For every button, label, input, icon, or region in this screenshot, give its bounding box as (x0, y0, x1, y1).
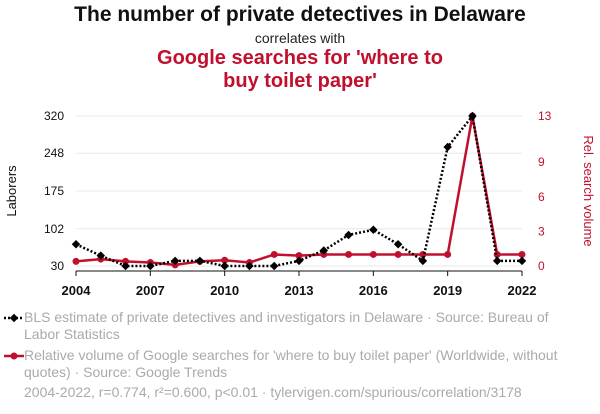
data-point-detectives (294, 256, 304, 266)
y-tick-left: 175 (44, 184, 64, 198)
data-point-detectives (492, 256, 502, 266)
y-tick-left: 248 (44, 146, 64, 160)
chart-subtitle: correlates with (254, 30, 346, 46)
data-point-detectives (146, 261, 155, 271)
x-tick-label: 2022 (508, 283, 537, 298)
y-tick-right: 3 (538, 224, 545, 238)
data-point-search-volume (394, 250, 402, 258)
data-point-detectives (344, 230, 353, 240)
y-tick-right: 13 (538, 109, 552, 123)
x-tick-label: 2004 (62, 283, 92, 298)
legend-label-series2: Relative volume of Google searches for '… (24, 347, 558, 380)
chart-title-secondary: Google searches for 'where to buy toilet… (157, 47, 443, 92)
y-axis-label-left: Laborers (4, 165, 19, 217)
data-point-search-volume (270, 250, 278, 258)
data-point-detectives (393, 240, 403, 249)
data-point-search-volume (122, 257, 130, 265)
y-tick-left: 320 (44, 109, 64, 123)
y-tick-right: 6 (538, 190, 545, 204)
y-tick-right: 0 (538, 259, 545, 273)
data-point-search-volume (369, 250, 377, 258)
data-point-detectives (517, 256, 527, 266)
data-point-detectives (418, 256, 428, 266)
x-tick-label: 2019 (433, 283, 462, 298)
x-tick-label: 2007 (136, 283, 165, 298)
data-point-detectives (170, 256, 180, 266)
data-point-detectives (468, 111, 477, 121)
data-point-detectives (245, 261, 254, 271)
data-point-detectives (195, 256, 205, 266)
data-point-detectives (369, 225, 378, 235)
data-point-detectives (443, 142, 452, 152)
x-tick-label: 2016 (359, 283, 388, 298)
y-tick-left: 102 (44, 222, 64, 236)
y-tick-left: 30 (51, 259, 65, 273)
data-point-detectives (121, 261, 130, 271)
data-point-search-volume (295, 252, 303, 260)
data-point-search-volume (444, 250, 452, 258)
y-tick-right: 9 (538, 155, 545, 169)
data-point-detectives (269, 261, 279, 271)
data-point-search-volume (72, 257, 80, 265)
x-tick-label: 2013 (285, 283, 314, 298)
chart-title: The number of private detectives in Dela… (74, 3, 526, 26)
y-axis-label-right: Rel. search volume (581, 135, 596, 246)
data-point-search-volume (345, 250, 353, 258)
data-point-search-volume (518, 250, 526, 258)
data-point-search-volume (221, 256, 229, 264)
data-point-detectives (220, 261, 229, 271)
legend-marker-series1 (4, 313, 24, 323)
x-tick-label: 2010 (210, 283, 239, 298)
legend-marker-series2 (4, 352, 24, 360)
data-point-detectives (71, 240, 81, 249)
legend-label-series1: BLS estimate of private detectives and i… (24, 309, 549, 342)
data-point-detectives (319, 246, 329, 255)
chart-footer: 2004-2022, r=0.774, r²=0.600, p<0.01 · t… (24, 384, 522, 400)
